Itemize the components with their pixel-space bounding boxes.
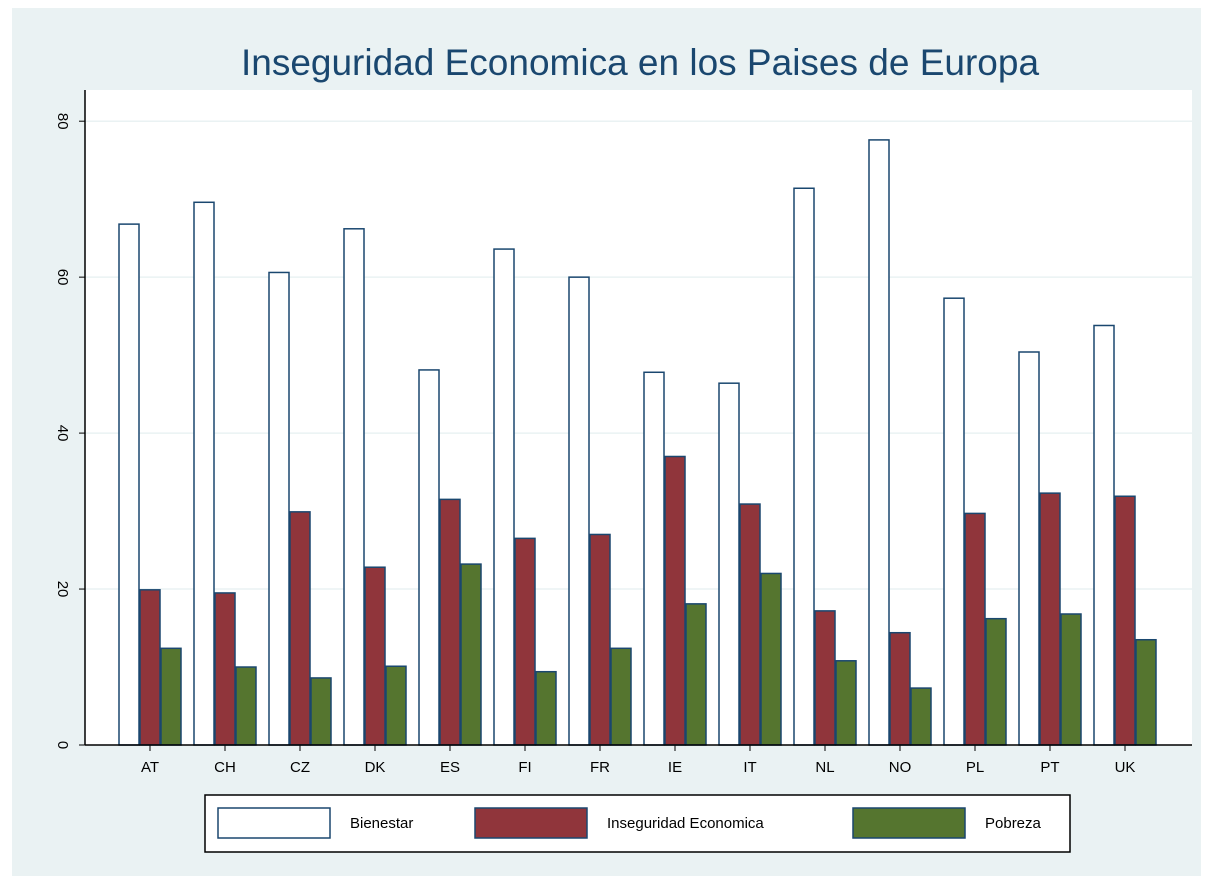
x-tick-label: CH	[214, 759, 236, 776]
bar	[1135, 638, 1157, 746]
bar	[718, 382, 740, 746]
bar	[664, 455, 686, 746]
y-tick-label: 0	[54, 741, 71, 749]
bar	[760, 572, 782, 746]
bar	[943, 297, 965, 746]
x-tick-label: NO	[889, 759, 912, 776]
bar	[160, 647, 182, 746]
bar	[385, 665, 407, 746]
x-tick-label: ES	[440, 759, 460, 776]
bar	[610, 647, 632, 746]
bar	[439, 498, 461, 746]
y-tick-label: 80	[54, 113, 71, 130]
bar	[910, 687, 932, 746]
bar	[535, 670, 557, 746]
legend-label: Inseguridad Economica	[607, 815, 764, 832]
x-tick-label: FI	[518, 759, 531, 776]
bar	[214, 592, 236, 746]
legend-swatch	[217, 807, 331, 839]
y-tick-label: 20	[54, 581, 71, 598]
bar	[418, 369, 440, 746]
bar	[1093, 324, 1115, 746]
x-tick-label: PT	[1040, 759, 1059, 776]
x-tick-label: DK	[365, 759, 386, 776]
bar	[514, 537, 536, 746]
x-tick-label: UK	[1115, 759, 1136, 776]
x-tick-label: IT	[743, 759, 756, 776]
bar	[889, 631, 911, 746]
bar	[985, 617, 1007, 746]
x-tick-label: FR	[590, 759, 610, 776]
x-tick-label: CZ	[290, 759, 310, 776]
bar	[343, 228, 365, 746]
x-tick-label: IE	[668, 759, 682, 776]
chart-title: Inseguridad Economica en los Paises de E…	[241, 42, 1039, 83]
bar	[235, 666, 257, 746]
x-tick-label: PL	[966, 759, 984, 776]
x-tick-label: AT	[141, 759, 159, 776]
legend-label: Pobreza	[985, 815, 1042, 832]
bar	[964, 512, 986, 746]
legend-swatch	[852, 807, 966, 839]
bar	[289, 511, 311, 746]
bar	[460, 563, 482, 746]
bar	[568, 276, 590, 746]
bar	[793, 187, 815, 746]
bar	[193, 201, 215, 746]
bar	[1060, 613, 1082, 746]
bar	[268, 271, 290, 746]
bar	[589, 533, 611, 746]
bar	[1018, 351, 1040, 746]
bar	[493, 248, 515, 746]
y-tick-label: 60	[54, 269, 71, 286]
bar	[814, 610, 836, 746]
bar	[835, 660, 857, 746]
bar	[643, 371, 665, 746]
legend-label: Bienestar	[350, 815, 413, 832]
x-tick-label: NL	[815, 759, 834, 776]
bar	[868, 139, 890, 746]
bar	[139, 589, 161, 746]
legend-swatch	[474, 807, 588, 839]
bar	[118, 223, 140, 746]
bar	[310, 677, 332, 746]
bar	[364, 566, 386, 746]
y-tick-label: 40	[54, 425, 71, 442]
bar	[739, 503, 761, 746]
bar	[1114, 495, 1136, 746]
bar	[1039, 492, 1061, 746]
bar	[685, 603, 707, 746]
